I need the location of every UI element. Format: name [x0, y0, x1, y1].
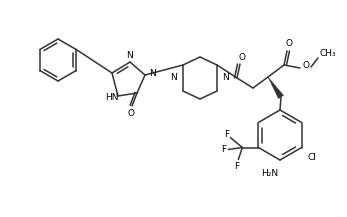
Text: O: O: [303, 61, 310, 71]
Text: F: F: [234, 162, 239, 171]
Text: N: N: [223, 74, 229, 82]
Text: Cl: Cl: [307, 153, 316, 162]
Text: H₂N: H₂N: [261, 168, 279, 178]
Text: HN: HN: [105, 94, 119, 102]
Text: F: F: [224, 130, 229, 139]
Text: CH₃: CH₃: [320, 49, 336, 58]
Text: O: O: [238, 54, 245, 62]
Polygon shape: [268, 77, 283, 99]
Text: N: N: [127, 51, 133, 59]
Text: O: O: [127, 110, 135, 118]
Text: F: F: [221, 145, 226, 154]
Text: O: O: [286, 39, 293, 49]
Text: N: N: [171, 74, 177, 82]
Text: N: N: [150, 69, 156, 77]
